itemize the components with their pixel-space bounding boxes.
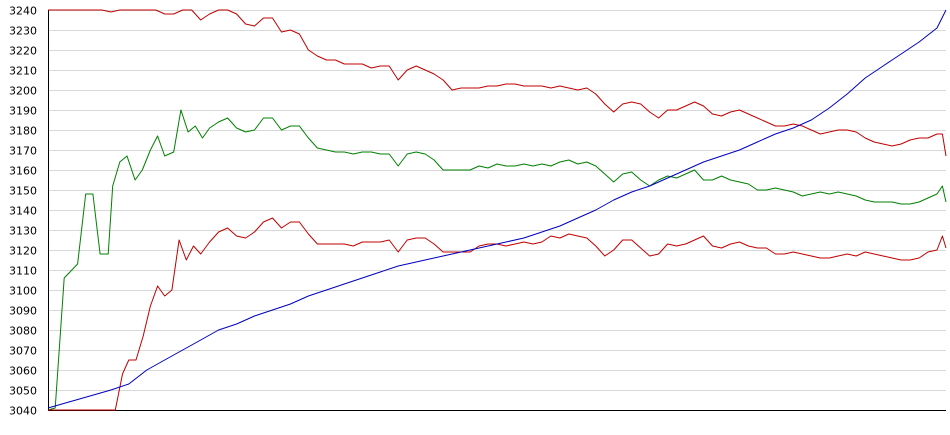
y-tick-label: 3220	[9, 45, 37, 58]
series-lines	[47, 9, 947, 411]
y-tick-label: 3190	[9, 105, 37, 118]
y-tick-label: 3080	[9, 325, 37, 338]
y-axis-tick-labels: 3040 3050 3060 3070 3080 3090 3100 3110 3120 3130…	[9, 5, 37, 418]
y-tick-label: 3060	[9, 365, 37, 378]
y-tick-label: 3120	[9, 245, 37, 258]
y-tick-label: 3170	[9, 145, 37, 158]
series-line-1	[48, 9, 947, 157]
y-tick-label: 3160	[9, 165, 37, 178]
y-tick-label: 3130	[9, 225, 37, 238]
y-tick-label: 3180	[9, 125, 37, 138]
y-tick-label: 3200	[9, 85, 37, 98]
y-tick-label: 3140	[9, 205, 37, 218]
y-tick-label: 3230	[9, 25, 37, 38]
series-line-2	[47, 109, 947, 411]
y-tick-label: 3050	[9, 385, 37, 398]
series-line-3	[48, 217, 947, 411]
y-tick-label: 3210	[9, 65, 37, 78]
series-line-4	[47, 9, 947, 409]
y-tick-label: 3150	[9, 185, 37, 198]
y-tick-label: 3110	[9, 265, 37, 278]
y-tick-label: 3100	[9, 285, 37, 298]
y-tick-label: 3040	[9, 405, 37, 418]
y-tick-label: 3240	[9, 5, 37, 18]
y-tick-label: 3090	[9, 305, 37, 318]
grid-lines	[48, 10, 946, 411]
y-tick-label: 3070	[9, 345, 37, 358]
